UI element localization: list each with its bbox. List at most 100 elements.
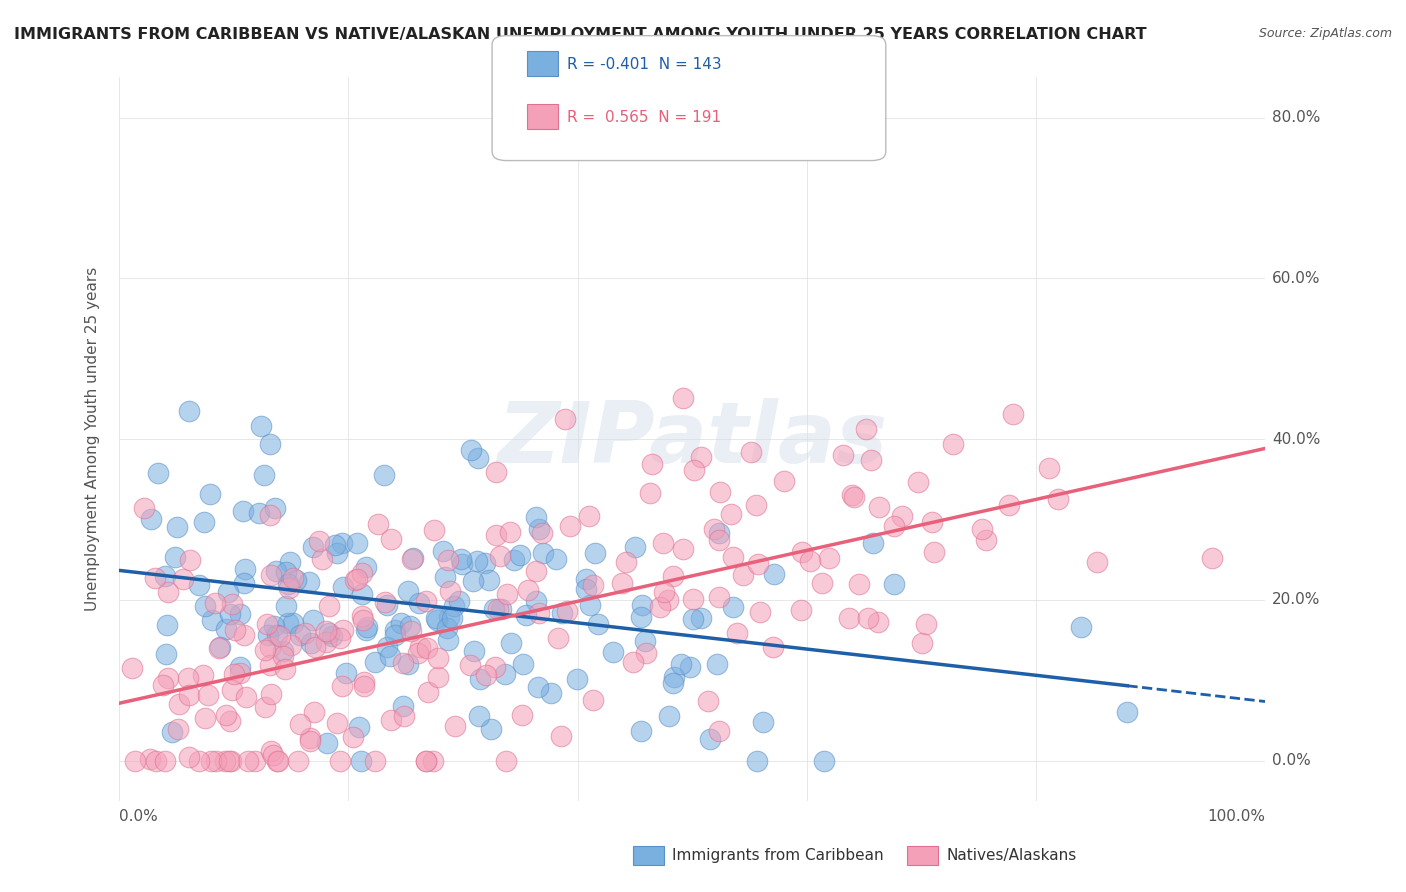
Point	[942, 437, 965, 451]
Point	[817, 551, 839, 566]
Point	[169, 697, 191, 711]
Point	[524, 510, 547, 524]
Point	[662, 676, 685, 690]
Point	[191, 668, 214, 682]
Point	[426, 613, 449, 627]
Point	[745, 498, 768, 512]
Point	[380, 713, 402, 727]
Point	[740, 444, 762, 458]
Point	[153, 754, 176, 768]
Point	[145, 754, 167, 768]
Point	[264, 564, 287, 578]
Point	[326, 716, 349, 731]
Point	[249, 418, 271, 433]
Point	[416, 684, 439, 698]
Point	[641, 457, 664, 471]
Point	[263, 500, 285, 515]
Point	[401, 552, 423, 566]
Point	[467, 450, 489, 465]
Point	[321, 629, 343, 643]
Point	[224, 666, 246, 681]
Point	[254, 700, 277, 714]
Point	[451, 557, 474, 571]
Point	[486, 602, 509, 616]
Point	[527, 606, 550, 620]
Point	[233, 628, 256, 642]
Point	[259, 640, 281, 654]
Point	[329, 754, 352, 768]
Point	[631, 598, 654, 612]
Text: 20.0%: 20.0%	[1272, 592, 1320, 607]
Point	[546, 551, 568, 566]
Point	[509, 548, 531, 562]
Point	[373, 467, 395, 482]
Point	[408, 646, 430, 660]
Point	[401, 551, 423, 566]
Point	[294, 625, 316, 640]
Point	[399, 618, 422, 632]
Point	[747, 557, 769, 571]
Point	[165, 550, 187, 565]
Point	[233, 576, 256, 591]
Point	[911, 636, 934, 650]
Point	[396, 657, 419, 672]
Point	[530, 525, 553, 540]
Point	[427, 651, 450, 665]
Point	[747, 754, 769, 768]
Point	[352, 587, 374, 601]
Point	[298, 575, 321, 590]
Point	[253, 643, 276, 657]
Point	[614, 555, 637, 569]
Point	[224, 624, 246, 638]
Point	[862, 536, 884, 550]
Point	[352, 613, 374, 627]
Point	[156, 584, 179, 599]
Text: Immigrants from Caribbean: Immigrants from Caribbean	[672, 848, 884, 863]
Point	[725, 626, 748, 640]
Point	[155, 647, 177, 661]
Point	[277, 615, 299, 630]
Point	[437, 553, 460, 567]
Point	[683, 463, 706, 477]
Point	[389, 615, 412, 630]
Point	[856, 611, 879, 625]
Text: R =  0.565  N = 191: R = 0.565 N = 191	[567, 111, 721, 125]
Point	[422, 754, 444, 768]
Point	[316, 736, 339, 750]
Point	[709, 533, 731, 547]
Point	[167, 722, 190, 736]
Point	[731, 568, 754, 582]
Point	[648, 599, 671, 614]
Point	[139, 752, 162, 766]
Point	[153, 569, 176, 583]
Point	[278, 555, 301, 569]
Point	[354, 559, 377, 574]
Point	[998, 499, 1021, 513]
Point	[156, 618, 179, 632]
Point	[276, 565, 298, 579]
Point	[832, 448, 855, 462]
Point	[707, 724, 730, 739]
Point	[475, 668, 498, 682]
Point	[166, 520, 188, 534]
Point	[308, 533, 330, 548]
Point	[447, 594, 470, 608]
Point	[707, 591, 730, 605]
Point	[860, 452, 883, 467]
Point	[367, 517, 389, 532]
Point	[332, 623, 354, 637]
Point	[811, 575, 834, 590]
Point	[263, 619, 285, 633]
Point	[436, 621, 458, 635]
Point	[440, 610, 463, 624]
Point	[260, 687, 283, 701]
Point	[1116, 705, 1139, 719]
Point	[610, 576, 633, 591]
Point	[269, 629, 291, 643]
Point	[301, 613, 323, 627]
Point	[652, 536, 675, 550]
Point	[550, 729, 572, 743]
Point	[235, 690, 257, 705]
Point	[232, 503, 254, 517]
Point	[773, 474, 796, 488]
